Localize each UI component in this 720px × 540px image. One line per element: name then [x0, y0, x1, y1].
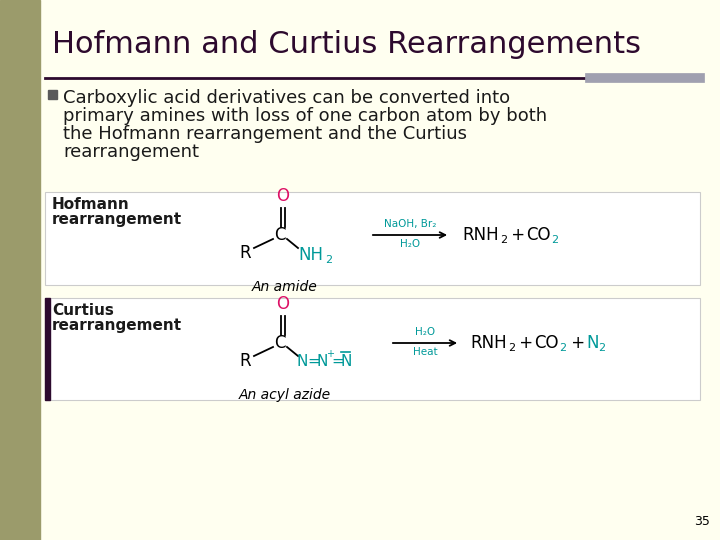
Text: N: N: [297, 354, 308, 368]
Text: R: R: [239, 244, 251, 262]
Text: Heat: Heat: [413, 347, 437, 357]
Text: +: +: [514, 334, 539, 352]
Bar: [45, 298, 50, 400]
Text: 2: 2: [500, 235, 507, 245]
Text: rearrangement: rearrangement: [52, 318, 182, 333]
Text: Hofmann: Hofmann: [52, 197, 130, 212]
Text: R: R: [239, 352, 251, 370]
Text: NaOH, Br₂: NaOH, Br₂: [384, 219, 436, 229]
Text: N: N: [586, 334, 598, 352]
Text: =: =: [331, 354, 343, 368]
Text: RNH: RNH: [462, 226, 499, 244]
Bar: [48, 90, 57, 99]
Text: the Hofmann rearrangement and the Curtius: the Hofmann rearrangement and the Curtiu…: [63, 125, 467, 143]
Text: 2: 2: [551, 235, 558, 245]
Text: +: +: [326, 349, 334, 359]
Text: C: C: [274, 226, 286, 244]
Text: An amide: An amide: [252, 280, 318, 294]
Text: CO: CO: [534, 334, 559, 352]
Text: H₂O: H₂O: [400, 239, 420, 249]
Text: N: N: [317, 354, 328, 368]
Text: Curtius: Curtius: [52, 303, 114, 318]
Text: 35: 35: [694, 515, 710, 528]
Text: N: N: [341, 354, 352, 368]
Text: H₂O: H₂O: [415, 327, 435, 337]
Text: C: C: [274, 334, 286, 352]
Text: primary amines with loss of one carbon atom by both: primary amines with loss of one carbon a…: [63, 107, 547, 125]
Text: +: +: [566, 334, 590, 352]
Text: 2: 2: [559, 343, 566, 353]
Text: 2: 2: [508, 343, 515, 353]
Text: CO: CO: [526, 226, 551, 244]
Text: 2: 2: [325, 255, 332, 265]
Text: Carboxylic acid derivatives can be converted into: Carboxylic acid derivatives can be conve…: [63, 89, 510, 107]
Bar: [0, 0, 40, 540]
Text: O: O: [276, 295, 289, 313]
Text: An acyl azide: An acyl azide: [239, 388, 331, 402]
Bar: [45, 192, 700, 285]
Text: rearrangement: rearrangement: [52, 212, 182, 227]
Text: O: O: [276, 187, 289, 205]
Text: NH: NH: [298, 246, 323, 264]
Bar: [45, 298, 700, 400]
Text: Hofmann and Curtius Rearrangements: Hofmann and Curtius Rearrangements: [52, 30, 641, 59]
Text: 2: 2: [598, 343, 605, 353]
Text: rearrangement: rearrangement: [63, 143, 199, 161]
Text: RNH: RNH: [470, 334, 507, 352]
Text: +: +: [506, 226, 531, 244]
Text: =: =: [307, 354, 320, 368]
